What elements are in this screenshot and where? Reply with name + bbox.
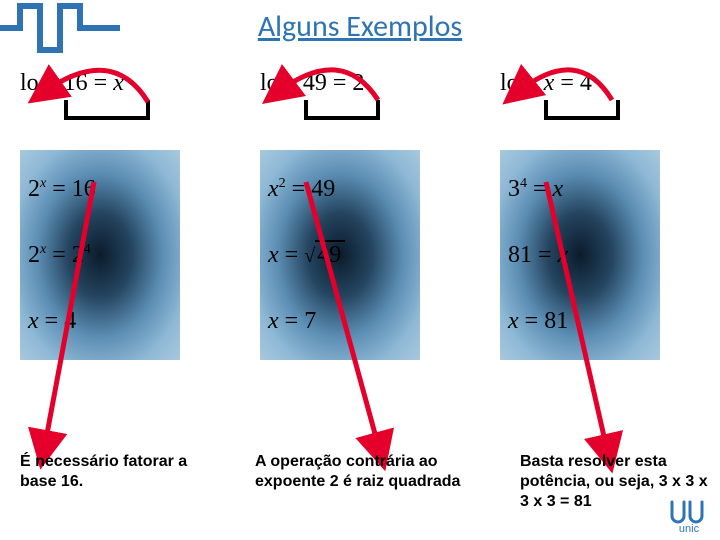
grouping-bracket-1 <box>64 100 150 120</box>
log-expr-text-3: log3 x = 4 <box>500 70 592 96</box>
grouping-bracket-2 <box>304 100 380 120</box>
log-expression-3: log3 x = 4 <box>500 70 710 110</box>
log-expression-2: logx 49 = 2 <box>260 70 480 110</box>
slide-title: Alguns Exemplos <box>0 8 720 45</box>
work-line-3-1: 34 = x <box>508 177 652 201</box>
work-line-2-3: x = 7 <box>268 309 412 333</box>
grouping-bracket-3 <box>544 100 620 120</box>
example-column-1: log2 16 = x 2x = 16 2x = 24 x = 4 <box>20 70 240 360</box>
work-box-2: x2 = 49 x = √49 x = 7 <box>260 150 420 360</box>
example-column-3: log3 x = 4 34 = x 81 = x x = 81 <box>500 70 710 360</box>
example-column-2: logx 49 = 2 x2 = 49 x = √49 x = 7 <box>260 70 480 360</box>
log-expr-text-2: logx 49 = 2 <box>260 70 364 96</box>
log-expression-1: log2 16 = x <box>20 70 240 110</box>
work-line-3-2: 81 = x <box>508 243 652 267</box>
work-line-3-3: x = 81 <box>508 309 652 333</box>
work-line-1-1: 2x = 16 <box>28 177 172 201</box>
brand-logo-text: unic <box>679 523 700 534</box>
log-expr-text-1: log2 16 = x <box>20 70 124 96</box>
work-line-2-1: x2 = 49 <box>268 177 412 201</box>
work-line-1-2: 2x = 24 <box>28 243 172 267</box>
work-box-1: 2x = 16 2x = 24 x = 4 <box>20 150 180 360</box>
caption-1: É necessário fatorar a base 16. <box>20 452 220 492</box>
slide: Alguns Exemplos log2 16 = x 2x = 16 2x =… <box>0 0 720 540</box>
work-box-3: 34 = x 81 = x x = 81 <box>500 150 660 360</box>
brand-logo: unic <box>666 500 712 534</box>
caption-2: A operação contrária ao expoente 2 é rai… <box>255 452 485 492</box>
work-line-2-2: x = √49 <box>268 243 412 267</box>
work-line-1-3: x = 4 <box>28 309 172 333</box>
